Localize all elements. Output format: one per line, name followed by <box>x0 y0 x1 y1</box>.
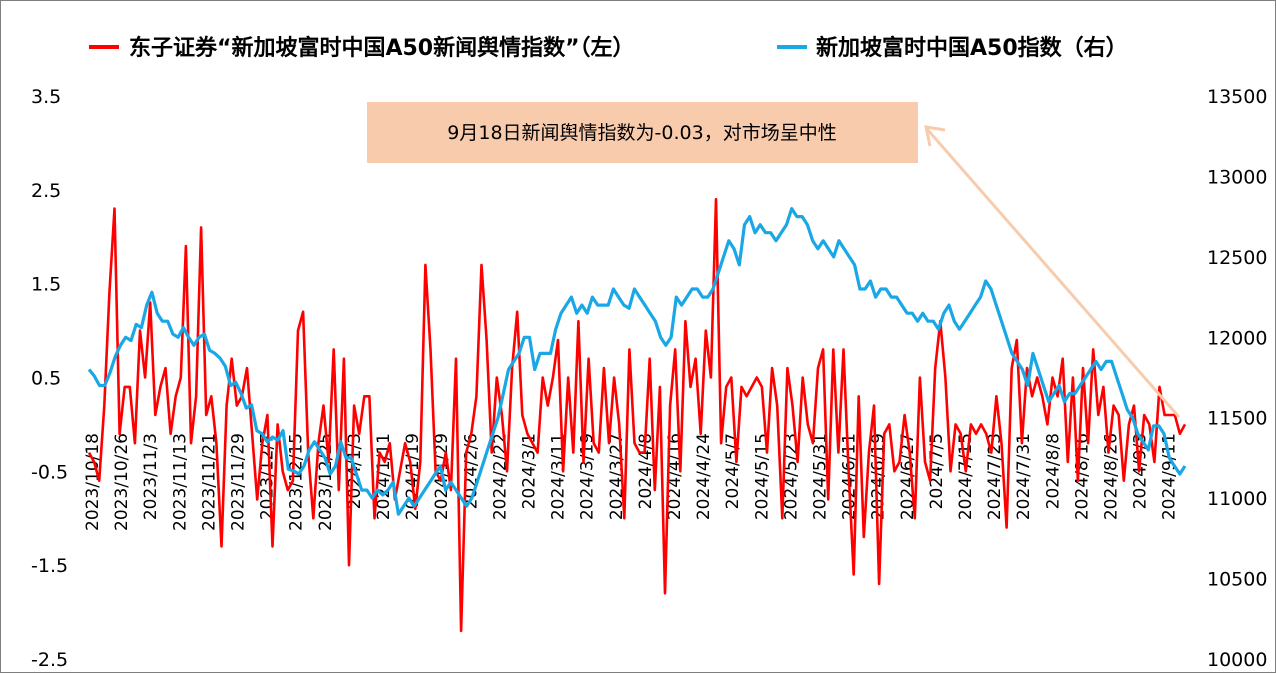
y-left-tick-2: 1.5 <box>31 274 61 296</box>
y-right-tick-5: 11000 <box>1207 488 1267 510</box>
x-tick-30: 2024/7/15 <box>956 433 976 520</box>
x-tick-22: 2024/5/7 <box>723 433 743 509</box>
x-tick-5: 2023/11/29 <box>229 433 249 531</box>
x-tick-0: 2023/10/18 <box>83 433 103 531</box>
x-tick-21: 2024/4/24 <box>694 433 714 520</box>
x-tick-35: 2024/8/26 <box>1102 433 1122 520</box>
x-tick-8: 2023/12/25 <box>316 433 336 531</box>
legend-label-1: 新加坡富时中国A50指数（右） <box>816 35 1128 61</box>
y-left-tick-0: 3.5 <box>31 86 61 108</box>
y-right-tick-1: 13000 <box>1207 166 1267 188</box>
y-right-tick-4: 11500 <box>1207 408 1267 430</box>
y-right-tick-7: 10000 <box>1207 649 1267 671</box>
y-axis-left: 3.5 2.5 1.5 0.5 -0.5 -1.5 -2.5 <box>31 86 68 671</box>
x-tick-36: 2024/9/3 <box>1131 433 1151 509</box>
x-tick-32: 2024/7/31 <box>1014 433 1034 520</box>
x-axis: 2023/10/18 2023/10/26 2023/11/3 2023/11/13 2… <box>83 433 1180 531</box>
annotation-text: 9月18日新闻舆情指数为-0.03，对市场呈中性 <box>447 122 836 144</box>
x-tick-27: 2024/6/19 <box>869 433 889 520</box>
x-tick-6: 2023/12/7 <box>258 433 278 520</box>
x-tick-4: 2023/11/21 <box>199 433 219 531</box>
x-tick-3: 2023/11/13 <box>170 433 190 531</box>
y-left-tick-4: -0.5 <box>31 461 68 483</box>
legend-label-0: 东子证券“新加坡富时中国A50新闻舆情指数”（左） <box>129 35 635 61</box>
x-tick-15: 2024/3/1 <box>520 433 540 509</box>
x-tick-37: 2024/9/11 <box>1160 433 1180 520</box>
y-left-tick-3: 0.5 <box>31 368 61 390</box>
annotation-box <box>367 102 918 163</box>
x-tick-23: 2024/5/15 <box>752 433 772 520</box>
legend: 东子证券“新加坡富时中国A50新闻舆情指数”（左） 新加坡富时中国A50指数（右） <box>89 35 1128 61</box>
x-tick-7: 2023/12/15 <box>287 433 307 531</box>
y-right-tick-6: 10500 <box>1207 569 1267 591</box>
annotation-arrow-head <box>924 125 946 147</box>
x-tick-1: 2023/10/26 <box>112 433 132 531</box>
y-right-tick-2: 12500 <box>1207 247 1267 269</box>
y-left-tick-1: 2.5 <box>31 180 61 202</box>
x-tick-33: 2024/8/8 <box>1043 433 1063 509</box>
annotation-arrow-line <box>925 128 1181 418</box>
series-line-0 <box>87 197 1187 633</box>
y-axis-right: 13500 13000 12500 12000 11500 11000 10500 10000 <box>1207 86 1267 671</box>
annotation: 9月18日新闻舆情指数为-0.03，对市场呈中性 <box>367 102 1181 418</box>
series-line-1 <box>87 207 1187 516</box>
series-layer <box>87 197 1187 633</box>
y-left-tick-5: -1.5 <box>31 555 68 577</box>
y-right-tick-0: 13500 <box>1207 86 1267 108</box>
x-tick-2: 2023/11/3 <box>141 433 161 520</box>
y-left-tick-6: -2.5 <box>31 649 68 671</box>
x-tick-31: 2024/7/23 <box>985 433 1005 520</box>
y-right-tick-3: 12000 <box>1207 327 1267 349</box>
